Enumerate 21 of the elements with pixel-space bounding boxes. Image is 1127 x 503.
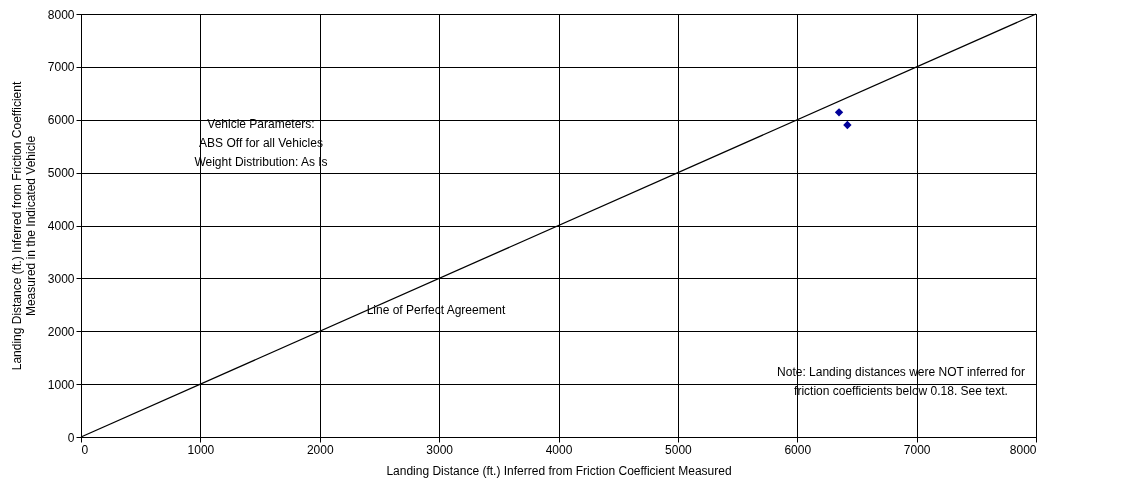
annotation: Vehicle Parameters: [207, 117, 315, 131]
x-axis-title: Landing Distance (ft.) Inferred from Friction Coefficient Measured [386, 463, 732, 478]
y-tick-label: 1000 [47, 377, 75, 392]
x-tick-label: 1000 [187, 442, 215, 457]
y-tick-label: 7000 [47, 60, 75, 75]
y-tick-label: 3000 [47, 271, 75, 286]
x-tick-label: 5000 [665, 442, 693, 457]
y-axis-title: Landing Distance (ft.) Inferred from Friction Coefficient Measured in the Indicated Vehicle [9, 81, 38, 371]
y-tick-label: 0 [67, 430, 75, 445]
y-tick-label: 2000 [47, 324, 75, 339]
x-tick-label: 4000 [545, 442, 573, 457]
x-tick-label: 0 [81, 442, 89, 457]
x-tick-label: 7000 [903, 442, 931, 457]
x-tick-label: 3000 [426, 442, 454, 457]
y-tick-label: 5000 [47, 166, 75, 181]
y-tick-label: 4000 [47, 219, 75, 233]
y-tick-label: 8000 [47, 7, 75, 22]
x-tick-label: 2000 [306, 442, 334, 457]
x-tick-label: 8000 [1009, 442, 1037, 457]
x-tick-label: 6000 [784, 442, 812, 457]
y-tick-label: 6000 [47, 113, 75, 128]
